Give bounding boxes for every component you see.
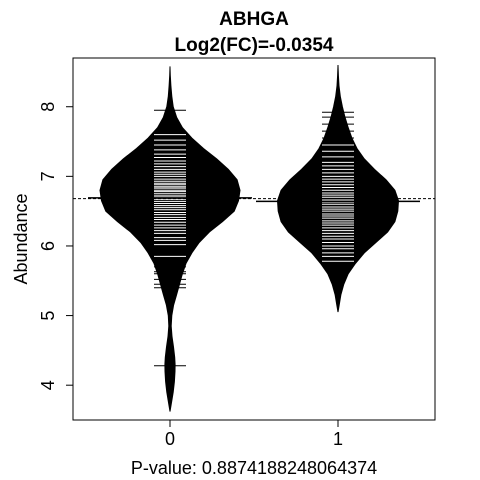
y-tick-label: 8 [38,102,58,112]
x-tick-label: 0 [165,429,175,449]
bean-shape-0 [99,66,241,412]
beans-layer [88,64,420,412]
y-axis: 4 5 6 7 8 [38,102,74,390]
y-tick-label: 6 [38,241,58,251]
bean-shape-1 [276,64,400,313]
bean-0 [88,66,252,412]
chart-title: ABHGA [219,9,289,30]
bean-1 [256,64,420,313]
y-axis-label: Abundance [11,193,31,284]
chart-subtitle: Log2(FC)=-0.0354 [175,35,334,56]
y-tick-label: 7 [38,171,58,181]
y-tick-label: 4 [38,380,58,390]
plot-frame [72,57,436,421]
y-tick-label: 5 [38,311,58,321]
x-tick-label: 1 [333,429,343,449]
x-axis-label: P-value: 0.8874188248064374 [131,458,377,478]
